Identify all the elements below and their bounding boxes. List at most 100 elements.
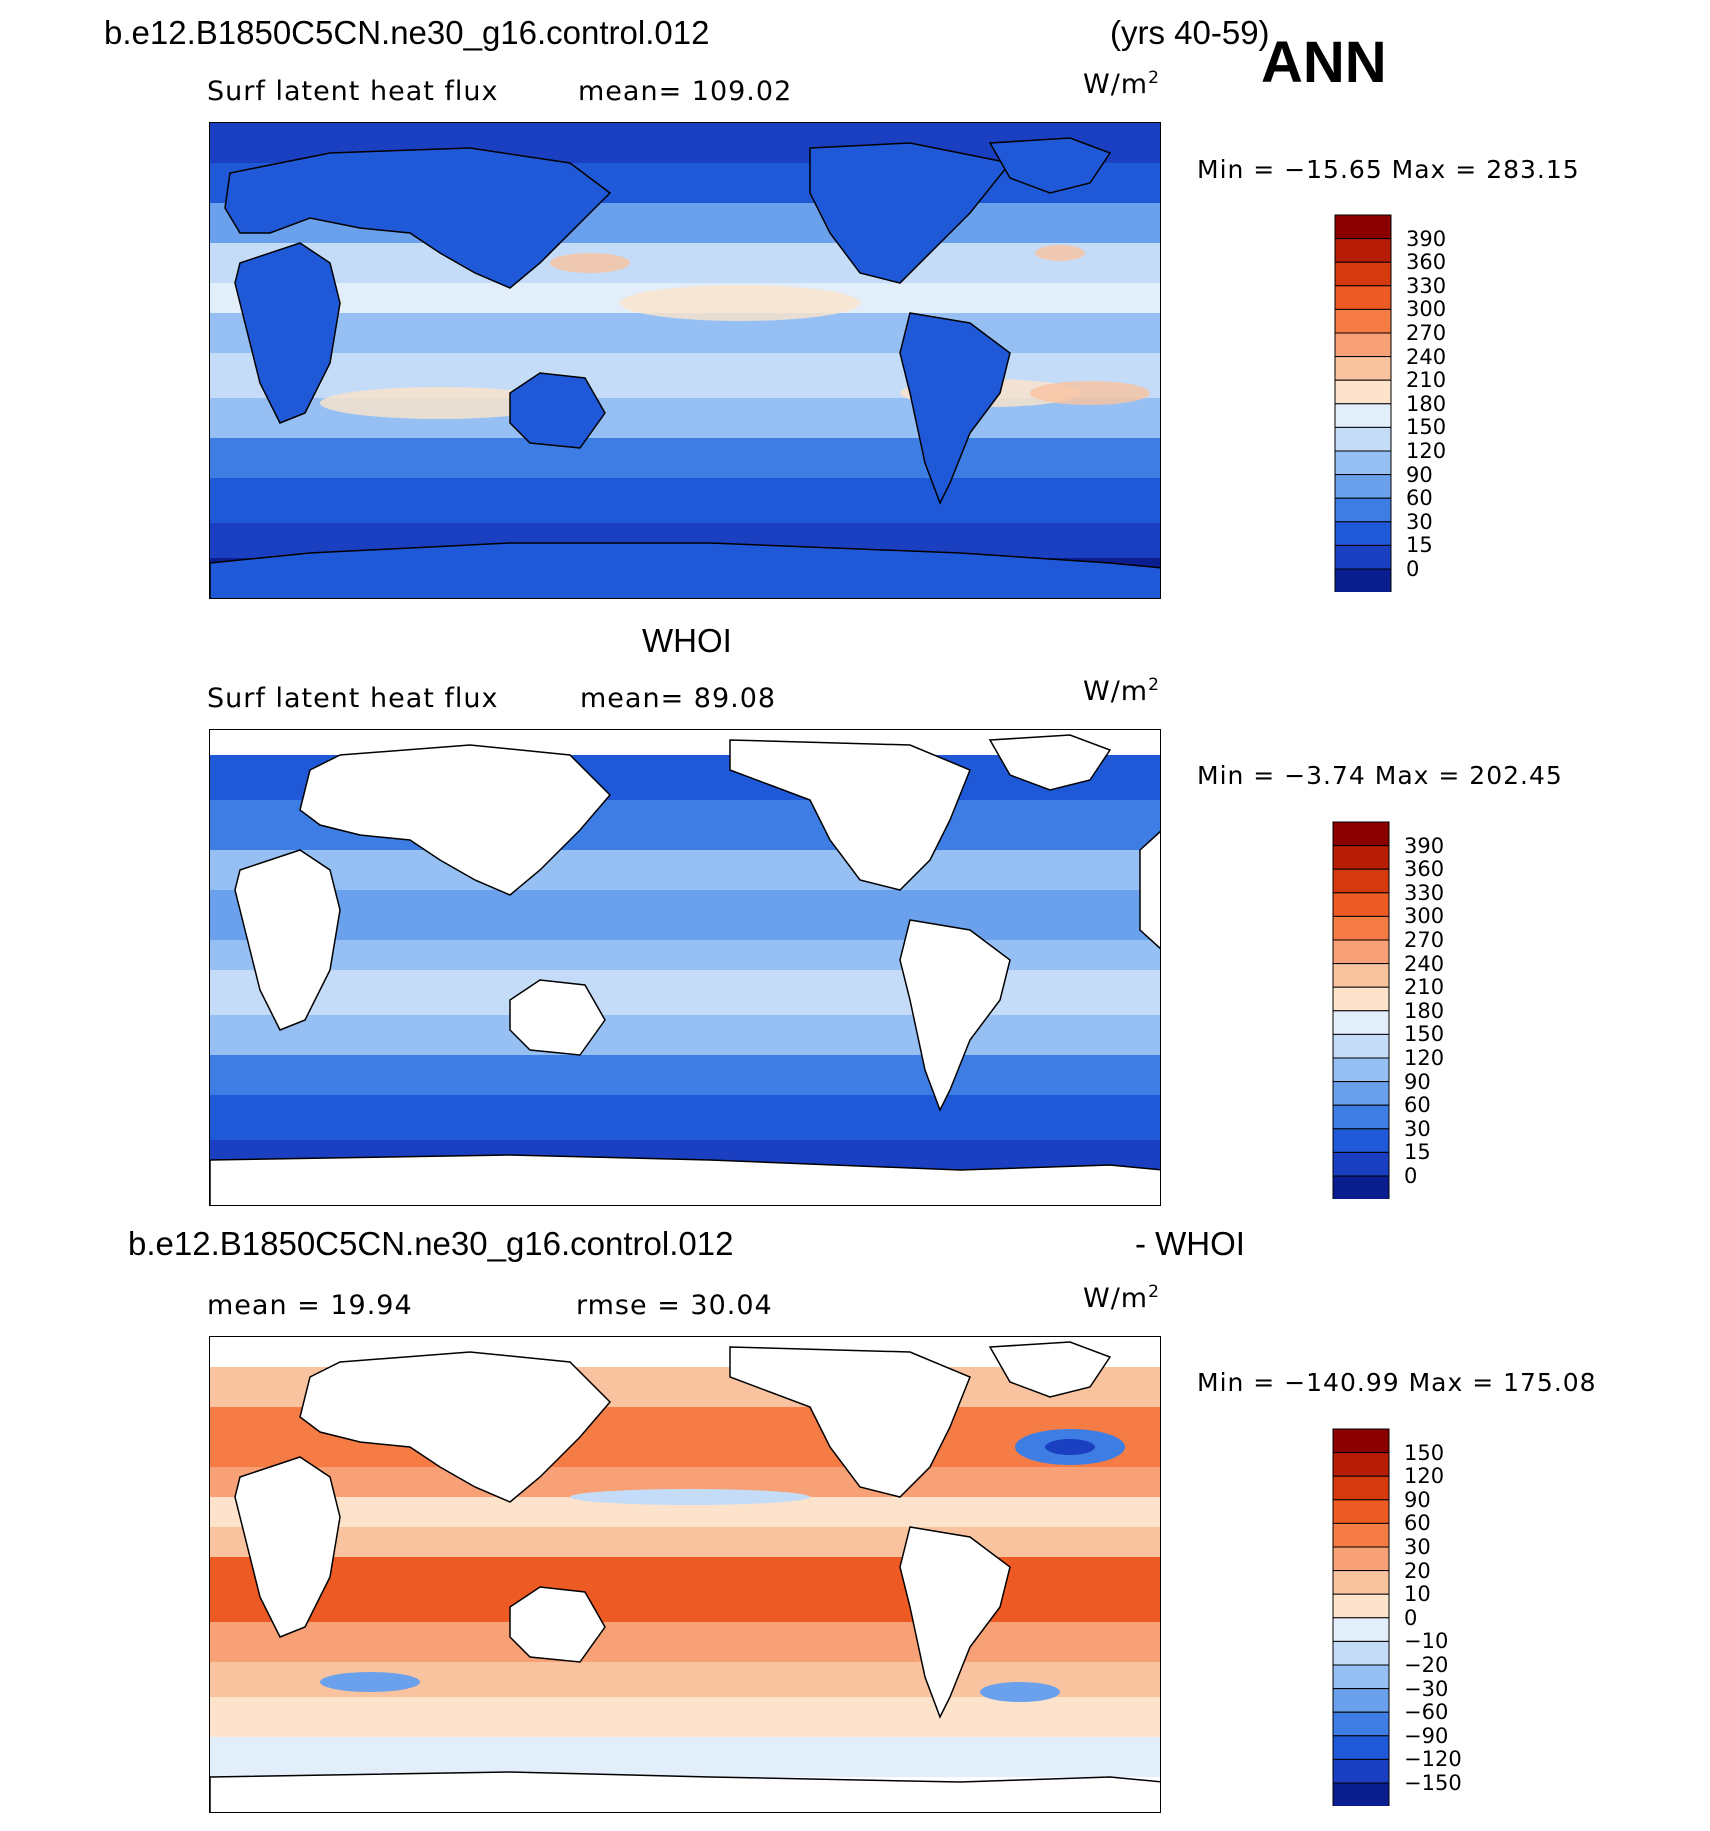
panel-2-title: WHOI (642, 622, 732, 659)
colorbar-swatch (1332, 915, 1390, 941)
panel-3-minmax-label: Min = −140.99 Max = 175.08 (1197, 1368, 1597, 1397)
colorbar-swatch (1334, 308, 1392, 334)
colorbar-tick-label: 60 (1404, 1093, 1431, 1118)
colorbar-swatch (1332, 1033, 1390, 1059)
panel-1-colorbar-swatches (1334, 214, 1392, 594)
colorbar-tick-label: 20 (1404, 1558, 1431, 1583)
panel-2-colorbar: 390 360 330 300 270 240 210 180 150 120 90 60 30 15 0 (1332, 821, 1444, 1204)
colorbar-swatch (1332, 1010, 1390, 1035)
panel-1-mean-label: mean= 109.02 (578, 76, 793, 107)
colorbar-tick-label: 390 (1406, 226, 1447, 251)
colorbar-tick-label: 10 (1404, 1582, 1431, 1607)
colorbar-swatch (1334, 544, 1392, 570)
colorbar-swatch (1332, 1735, 1390, 1760)
colorbar-swatch (1332, 963, 1390, 988)
colorbar-tick-label: 90 (1406, 462, 1433, 487)
colorbar-swatch (1332, 1758, 1390, 1784)
colorbar-swatch (1334, 521, 1392, 546)
colorbar-tick-label: 360 (1406, 250, 1447, 275)
panel-3-title-right: - WHOI (1135, 1225, 1245, 1262)
colorbar-swatch (1334, 450, 1392, 476)
colorbar-tick-label: 120 (1406, 439, 1447, 463)
case-title: b.e12.B1850C5CN.ne30_g16.control.012 (104, 14, 710, 51)
colorbar-swatch (1332, 1640, 1390, 1666)
colorbar-tick-label: 15 (1404, 1140, 1431, 1165)
colorbar-swatch (1332, 821, 1390, 847)
colorbar-tick-label: −150 (1404, 1771, 1462, 1795)
panel-3-difference-map (209, 1336, 1161, 1813)
panel-1-model-map (209, 122, 1161, 599)
colorbar-swatch (1332, 1570, 1390, 1595)
colorbar-swatch (1332, 1522, 1390, 1548)
panel-2-units: W/m2 (1083, 675, 1160, 707)
colorbar-tick-label: 210 (1406, 368, 1447, 393)
colorbar-swatch (1332, 1782, 1390, 1808)
season-label: ANN (1261, 30, 1387, 95)
colorbar-swatch (1332, 868, 1390, 894)
colorbar-tick-label: 360 (1404, 857, 1445, 882)
colorbar-tick-label: 0 (1404, 1164, 1418, 1188)
colorbar-swatch (1334, 474, 1392, 499)
colorbar-swatch (1332, 1617, 1390, 1642)
colorbar-tick-label: −20 (1404, 1653, 1449, 1677)
colorbar-tick-label: 240 (1406, 344, 1447, 369)
panel-3-mean-label: mean = 19.94 (207, 1290, 413, 1321)
colorbar-tick-label: 30 (1406, 509, 1433, 534)
panel-3-colorbar: 150 120 90 60 30 20 10 0 −10 −20 −30 −60 −90 −120 −150 (1332, 1428, 1462, 1811)
colorbar-tick-label: 15 (1406, 533, 1433, 558)
colorbar-swatch (1332, 1711, 1390, 1737)
colorbar-swatch (1332, 939, 1390, 965)
colorbar-tick-label: 120 (1404, 1464, 1445, 1489)
panel-2-colorbar-swatches (1332, 821, 1390, 1201)
colorbar-swatch (1332, 1499, 1390, 1524)
colorbar-tick-label: 90 (1404, 1069, 1431, 1094)
colorbar-swatch (1332, 1688, 1390, 1713)
colorbar-swatch (1334, 497, 1392, 523)
colorbar-tick-label: −60 (1404, 1700, 1449, 1725)
colorbar-swatch (1332, 1081, 1390, 1106)
colorbar-tick-label: 60 (1406, 486, 1433, 511)
colorbar-tick-label: 150 (1404, 1022, 1445, 1047)
colorbar-swatch (1332, 1475, 1390, 1501)
colorbar-swatch (1334, 238, 1392, 263)
colorbar-swatch (1332, 986, 1390, 1012)
colorbar-tick-label: 30 (1404, 1116, 1431, 1141)
colorbar-tick-label: 150 (1406, 415, 1447, 440)
panel-1-minmax-label: Min = −15.65 Max = 283.15 (1197, 155, 1580, 184)
colorbar-tick-label: 90 (1404, 1487, 1431, 1512)
colorbar-swatch (1332, 1452, 1390, 1477)
colorbar-swatch (1334, 356, 1392, 381)
colorbar-tick-label: 240 (1404, 951, 1445, 976)
colorbar-tick-label: 300 (1406, 297, 1447, 322)
panel-3-rmse-label: rmse = 30.04 (576, 1290, 773, 1321)
colorbar-swatch (1332, 1128, 1390, 1153)
years-label: (yrs 40-59) (1110, 14, 1270, 51)
colorbar-tick-label: 270 (1404, 928, 1445, 952)
colorbar-swatch (1334, 261, 1392, 287)
colorbar-swatch (1332, 892, 1390, 917)
panel-3-colorbar-swatches (1332, 1428, 1390, 1808)
colorbar-tick-label: −10 (1404, 1629, 1449, 1654)
colorbar-swatch (1334, 379, 1392, 405)
panel-2-minmax-label: Min = −3.74 Max = 202.45 (1197, 761, 1563, 790)
colorbar-swatch (1334, 332, 1392, 358)
colorbar-swatch (1332, 1428, 1390, 1454)
colorbar-tick-label: 270 (1406, 321, 1447, 345)
colorbar-swatch (1334, 403, 1392, 428)
panel-1-colorbar: 390 360 330 300 270 240 210 180 150 120 90 60 30 15 0 (1334, 214, 1446, 597)
panel-2-variable-label: Surf latent heat flux (207, 683, 499, 714)
panel-1-variable-label: Surf latent heat flux (207, 76, 499, 107)
colorbar-swatch (1332, 845, 1390, 870)
colorbar-tick-label: 0 (1404, 1605, 1418, 1630)
colorbar-tick-label: 300 (1404, 904, 1445, 929)
colorbar-tick-label: 330 (1406, 273, 1447, 298)
colorbar-tick-label: 180 (1406, 391, 1447, 416)
colorbar-swatch (1334, 214, 1392, 240)
colorbar-swatch (1332, 1175, 1390, 1201)
colorbar-tick-label: 180 (1404, 998, 1445, 1023)
panel-3-units: W/m2 (1083, 1282, 1160, 1314)
colorbar-tick-label: 150 (1404, 1440, 1445, 1465)
colorbar-tick-label: 390 (1404, 833, 1445, 858)
colorbar-tick-label: −30 (1404, 1676, 1449, 1701)
colorbar-tick-label: 210 (1404, 975, 1445, 1000)
